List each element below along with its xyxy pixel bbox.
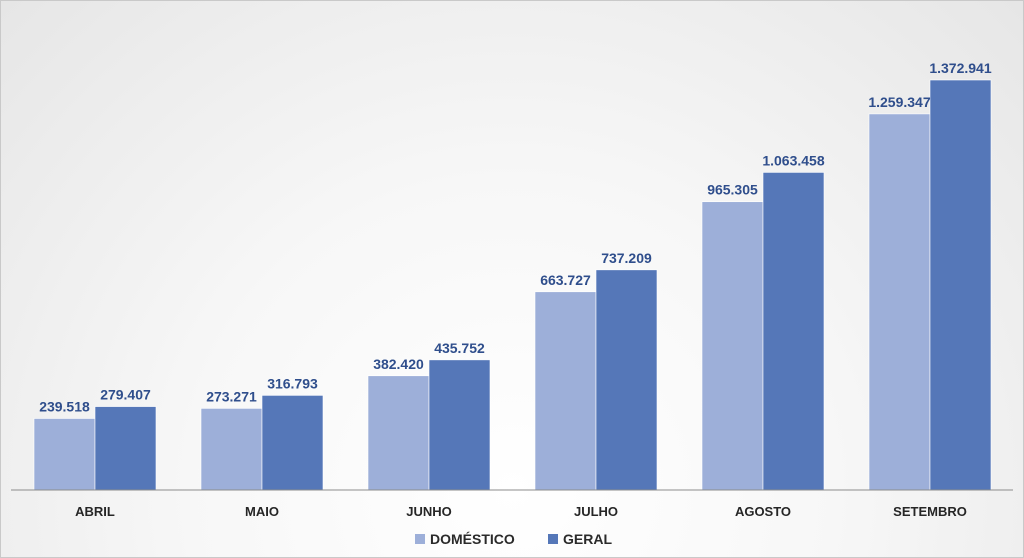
bar-geral-junho — [428, 359, 491, 491]
category-label-agosto: AGOSTO — [735, 504, 791, 519]
value-label-geral-agosto: 1.063.458 — [762, 152, 824, 168]
legend: DOMÉSTICO GERAL — [415, 531, 612, 547]
category-label-maio: MAIO — [245, 504, 279, 519]
value-label-doméstico-maio: 273.271 — [206, 388, 257, 404]
legend-swatch-doméstico — [415, 534, 425, 544]
category-label-junho: JUNHO — [406, 504, 452, 519]
value-label-geral-julho: 737.209 — [601, 250, 652, 266]
value-label-doméstico-setembro: 1.259.347 — [868, 94, 930, 110]
bar-geral-abril — [94, 406, 157, 491]
value-labels-layer: 239.518 279.407 273.271 316.793 382.420 435.7… — [39, 60, 992, 414]
bar-doméstico-maio — [200, 408, 263, 491]
value-label-geral-maio: 316.793 — [267, 375, 318, 391]
bars-layer — [33, 79, 992, 491]
category-label-setembro: SETEMBRO — [893, 504, 967, 519]
value-label-geral-junho: 435.752 — [434, 340, 485, 356]
bar-geral-agosto — [762, 172, 825, 491]
category-labels-layer: ABRIL MAIO JUNHO JULHO AGOSTO SETEMBRO — [75, 504, 967, 519]
bar-geral-julho — [595, 269, 658, 491]
value-label-doméstico-junho: 382.420 — [373, 356, 424, 372]
legend-label-doméstico: DOMÉSTICO — [430, 531, 515, 547]
bar-doméstico-julho — [534, 291, 597, 491]
bar-geral-maio — [261, 395, 324, 491]
category-label-abril: ABRIL — [75, 504, 115, 519]
bar-geral-setembro — [929, 79, 992, 491]
bar-doméstico-setembro — [868, 113, 931, 491]
value-label-geral-abril: 279.407 — [100, 387, 151, 403]
value-label-geral-setembro: 1.372.941 — [929, 60, 991, 76]
bar-doméstico-junho — [367, 375, 430, 491]
value-label-doméstico-agosto: 965.305 — [707, 182, 758, 198]
legend-swatch-geral — [548, 534, 558, 544]
value-label-doméstico-abril: 239.518 — [39, 398, 90, 414]
bar-doméstico-abril — [33, 418, 96, 491]
bar-doméstico-agosto — [701, 201, 764, 491]
legend-label-geral: GERAL — [563, 531, 612, 547]
value-label-doméstico-julho: 663.727 — [540, 272, 591, 288]
category-label-julho: JULHO — [574, 504, 618, 519]
